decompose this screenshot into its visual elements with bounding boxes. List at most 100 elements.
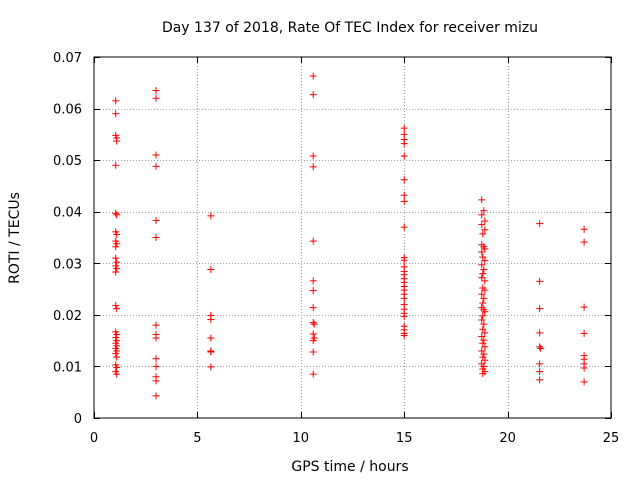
y-axis-label: ROTI / TECUs — [7, 192, 23, 284]
data-point — [400, 152, 408, 160]
data-point — [309, 304, 317, 312]
data-point — [309, 277, 317, 285]
data-point — [580, 225, 588, 233]
data-point — [309, 91, 317, 99]
data-point — [478, 221, 486, 229]
data-point — [400, 176, 408, 184]
data-point — [537, 344, 545, 352]
data-point — [309, 237, 317, 245]
data-point — [536, 343, 544, 351]
data-point — [481, 286, 489, 294]
x-tick-label: 0 — [90, 431, 98, 446]
data-point — [113, 353, 121, 361]
data-point — [536, 376, 544, 384]
data-point — [536, 305, 544, 313]
data-point — [479, 312, 487, 320]
data-point — [480, 336, 488, 344]
data-point — [479, 339, 487, 347]
data-point — [309, 370, 317, 378]
data-point — [113, 211, 121, 219]
data-point — [481, 245, 489, 253]
data-point — [400, 223, 408, 231]
data-point — [113, 305, 121, 313]
data-point — [309, 330, 317, 338]
data-point — [113, 258, 121, 266]
data-point — [207, 334, 215, 342]
data-point — [207, 315, 215, 323]
data-point — [478, 274, 486, 282]
data-point — [478, 248, 486, 256]
data-point — [580, 303, 588, 311]
y-tick-label: 0.04 — [53, 206, 82, 221]
y-tick-label: 0.05 — [53, 154, 82, 169]
data-point — [480, 207, 488, 215]
x-tick-label: 20 — [499, 431, 516, 446]
data-point — [480, 265, 488, 273]
data-point — [479, 230, 487, 238]
x-tick-label: 15 — [396, 431, 413, 446]
data-point — [478, 290, 486, 298]
data-point — [112, 243, 120, 251]
data-point — [580, 238, 588, 246]
data-point — [478, 316, 486, 324]
x-tick-label: 10 — [293, 431, 310, 446]
data-point — [478, 196, 486, 204]
data-point — [400, 294, 408, 302]
data-point — [536, 220, 544, 228]
data-point — [480, 350, 488, 358]
ticks: 0 5 10 15 20 25 0 0.01 0.02 0.03 0.04 0.05 0.06 0.07 — [53, 51, 619, 446]
data-point — [152, 94, 160, 102]
data-point — [481, 329, 489, 337]
data-point — [481, 257, 489, 265]
x-tick-label: 5 — [193, 431, 201, 446]
y-tick-label: 0.01 — [53, 360, 82, 375]
data-point — [580, 378, 588, 386]
y-tick-label: 0.03 — [53, 257, 82, 272]
data-point — [481, 226, 489, 234]
data-point — [152, 87, 160, 95]
data-point — [207, 265, 215, 273]
data-point — [113, 330, 121, 338]
data-point — [479, 253, 487, 261]
data-point — [152, 162, 160, 170]
data-point — [152, 151, 160, 159]
data-point — [152, 392, 160, 400]
data-point — [481, 277, 489, 285]
data-point — [400, 256, 408, 264]
data-point — [400, 140, 408, 148]
data-point — [478, 261, 486, 269]
x-axis-label: GPS time / hours — [291, 459, 408, 475]
data-point — [480, 320, 488, 328]
data-point — [479, 299, 487, 307]
plot-frame — [93, 56, 612, 419]
data-point — [478, 211, 486, 219]
data-point — [309, 348, 317, 356]
data-point — [400, 124, 408, 132]
data-point — [309, 287, 317, 295]
data-point — [309, 152, 317, 160]
data-point — [481, 343, 489, 351]
data-point — [400, 331, 408, 339]
data-point — [112, 302, 120, 310]
data-point — [152, 377, 160, 385]
y-tick-label: 0.06 — [53, 103, 82, 118]
data-point — [113, 264, 121, 272]
data-point — [400, 312, 408, 320]
data-point — [580, 364, 588, 372]
data-point — [309, 319, 317, 327]
data-point — [536, 329, 544, 337]
data-point — [536, 368, 544, 376]
data-point — [112, 254, 120, 262]
data-point — [310, 320, 318, 328]
data-point — [113, 137, 121, 145]
data-point — [207, 363, 215, 371]
data-point — [480, 294, 488, 302]
data-point — [112, 97, 120, 105]
data-point — [478, 333, 486, 341]
chart-title: Day 137 of 2018, Rate Of TEC Index for r… — [162, 20, 538, 36]
data-point — [112, 268, 120, 276]
data-point — [112, 209, 120, 217]
data-point — [207, 348, 215, 356]
